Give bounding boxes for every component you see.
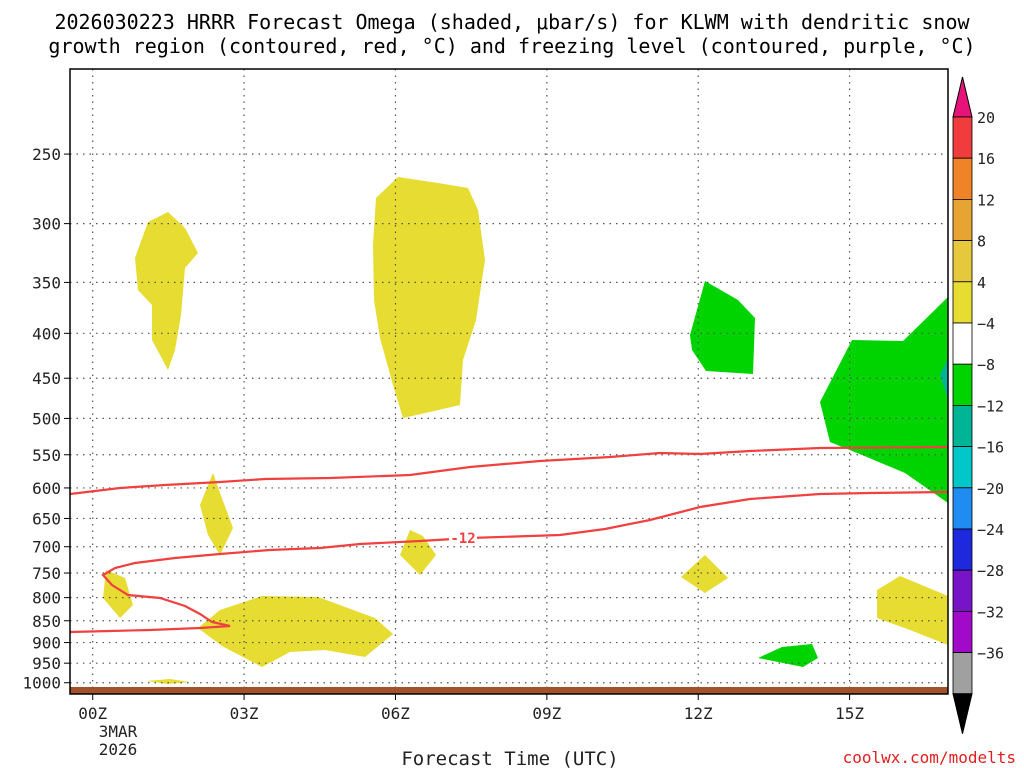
x-tick-label-12Z: 12Z [684,704,713,723]
omega-region-upward-1 [135,212,198,370]
colorbar-tick-0: 20 [977,109,995,127]
colorbar-segment-2 [952,198,973,241]
colorbar-segment-13 [952,652,973,695]
colorbar-segment-4 [952,281,973,324]
omega-region-upward-4 [400,530,436,575]
omega-region-upward-3 [200,473,233,555]
colorbar-tick-1: 16 [977,150,995,168]
colorbar-tick-10: −24 [977,521,1004,539]
colorbar-under-arrow [952,693,973,734]
colorbar-tick-4: 4 [977,274,986,292]
omega-region-upward-9 [146,679,190,684]
y-tick-label-300: 300 [32,215,61,234]
colorbar-tick-3: 8 [977,233,986,251]
omega-region-upward-2 [373,177,485,418]
colorbar-over-arrow [952,76,973,118]
colorbar: 20 16 12 8 4 −4 −8 −12 −16 −20 −24 −28 −32 −36 [952,76,1004,734]
y-tick-label-850: 850 [32,612,61,631]
x-tick-label-06Z: 06Z [381,704,410,723]
x-tick-label-00Z: 00Z [78,704,107,723]
omega-region-upward-7 [681,555,728,593]
y-tick-label-500: 500 [32,409,61,428]
y-tick-label-700: 700 [32,538,61,557]
y-tick-label-800: 800 [32,589,61,608]
colorbar-segment-1 [952,157,973,200]
grid-lines [70,69,948,694]
colorbar-segment-10 [952,528,973,571]
colorbar-segment-9 [952,487,973,530]
y-tick-label-550: 550 [32,446,61,465]
ground-bar [70,687,948,694]
contour-dgz-upper [69,445,949,496]
x-tick-label-09Z: 09Z [532,704,561,723]
colorbar-segment-12 [952,611,973,654]
plot-frame [69,68,949,695]
y-tick-label-400: 400 [32,324,61,343]
colorbar-segment-0 [952,116,973,159]
contour-label: -12 [450,531,475,547]
colorbar-segment-3 [952,240,973,283]
colorbar-tick-5: −4 [977,315,995,333]
y-tick-label-950: 950 [32,654,61,673]
omega-region-downward-2 [820,297,948,503]
y-tick-label-650: 650 [32,509,61,528]
y-tick-label-600: 600 [32,479,61,498]
colorbar-segment-11 [952,569,973,612]
colorbar-tick-2: 12 [977,191,995,209]
y-tick-label-750: 750 [32,564,61,583]
colorbar-segment-8 [952,446,973,489]
omega-region-downward-1 [690,281,755,374]
y-tick-label-900: 900 [32,634,61,653]
contour-dgz-lower [69,490,949,634]
contour-label-bg [449,531,477,545]
omega-region-downward-3 [940,358,948,400]
y-axis-ticks: 250 300 350 400 450 500 550 600 650 700 750 800 850 9… [22,145,70,693]
omega-region-downward-4 [758,644,818,667]
chart-title-line-1: 2026030223 HRRR Forecast Omega (shaded, … [54,10,970,34]
y-tick-label-1000: 1000 [22,674,61,693]
colorbar-segment-6 [952,363,973,406]
colorbar-tick-9: −20 [977,480,1004,498]
y-tick-label-450: 450 [32,369,61,388]
plot-area: -12 [69,68,949,695]
x-tick-label-03Z: 03Z [230,704,259,723]
colorbar-tick-12: −32 [977,603,1004,621]
omega-region-upward-6 [198,596,393,667]
x-tick-label-15Z: 15Z [835,704,864,723]
colorbar-tick-6: −8 [977,356,995,374]
y-tick-label-250: 250 [32,145,61,164]
colorbar-segment-7 [952,404,973,447]
x-date-label-day: 3MAR [99,722,138,741]
y-tick-label-350: 350 [32,273,61,292]
x-date-label-year: 2026 [99,740,138,759]
x-axis-label: Forecast Time (UTC) [401,748,618,768]
colorbar-tick-13: −36 [977,645,1004,663]
x-axis-ticks: 00Z 03Z 06Z 09Z 12Z 15Z [78,694,864,723]
colorbar-tick-11: −28 [977,562,1004,580]
omega-region-upward-8 [877,576,948,645]
credit-label: coolwx.com/modelts [843,748,1016,767]
chart-title-line-2: growth region (contoured, red, °C) and f… [48,34,975,58]
colorbar-tick-8: −16 [977,439,1004,457]
colorbar-tick-7: −12 [977,397,1004,415]
colorbar-segment-5 [952,322,973,365]
